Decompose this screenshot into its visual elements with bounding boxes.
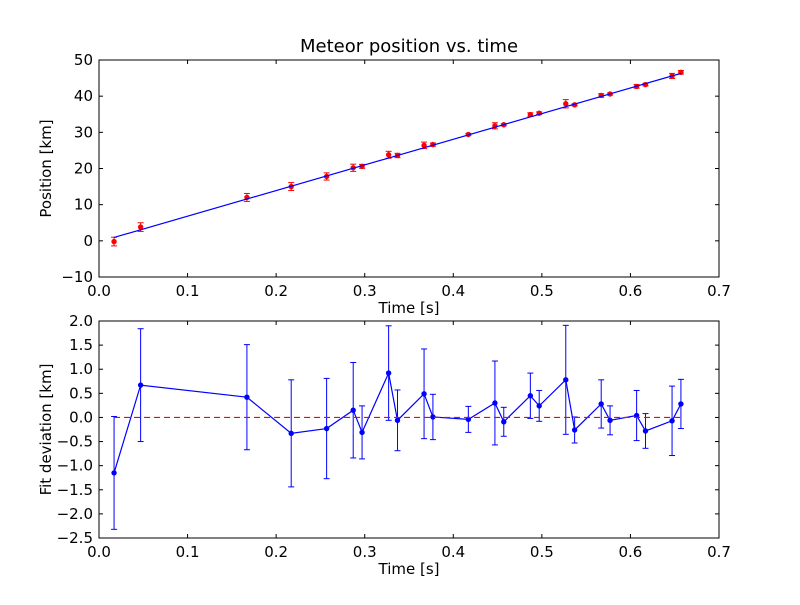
deviation-data-point: [350, 407, 356, 413]
deviation-ytick-label: −0.5: [57, 433, 93, 451]
deviation-data-point: [394, 417, 401, 424]
deviation-xtick-label: 0.7: [707, 543, 731, 561]
position-y-axis-label: Position [km]: [37, 119, 55, 217]
deviation-x-axis-label: Time [s]: [378, 560, 440, 578]
deviation-xtick-label: 0.5: [530, 543, 554, 561]
deviation-data-point: [501, 419, 507, 425]
position-fit-line: [113, 72, 682, 239]
deviation-data-point: [323, 425, 330, 432]
position-x-axis-label: Time [s]: [378, 299, 440, 317]
deviation-xtick-label: 0.2: [264, 543, 288, 561]
deviation-panel: 0.0 0.1 0.2 0.3 0.4 0.5 0.6 0.7 −2.5 −2.0 −1.5 −1.0…: [37, 312, 731, 578]
position-panel: 0.0 0.1 0.2 0.3 0.4 0.5 0.6 0.7 −10 0 10 20 30 40 50 Ti…: [37, 36, 731, 317]
deviation-ytick-label: 0.0: [69, 408, 93, 426]
deviation-data-point: [359, 429, 365, 436]
deviation-data-point: [598, 401, 604, 407]
position-data-point: [111, 238, 117, 245]
position-data-point: [385, 152, 392, 158]
deviation-ytick-label: −2.5: [57, 529, 93, 547]
position-xtick-label: 0.0: [87, 282, 111, 300]
deviation-ytick-label: 2.0: [69, 312, 93, 330]
deviation-ytick-label: 1.5: [69, 336, 93, 354]
position-xtick-label: 0.3: [353, 282, 377, 300]
deviation-data-point: [111, 470, 117, 476]
deviation-data-point: [669, 418, 675, 424]
position-chart-title: Meteor position vs. time: [300, 36, 518, 57]
deviation-ytick-label: −2.0: [57, 505, 93, 523]
position-ytick-label: 10: [74, 196, 93, 214]
deviation-data-point: [137, 382, 144, 388]
deviation-xtick-label: 0.6: [618, 543, 642, 561]
deviation-data-point: [571, 427, 578, 433]
position-ytick-label: 20: [74, 160, 93, 178]
position-xtick-label: 0.1: [176, 282, 200, 300]
position-xtick-label: 0.7: [707, 282, 731, 300]
deviation-axes-border: [98, 320, 720, 539]
deviation-xtick-label: 0.4: [441, 543, 465, 561]
deviation-ytick-label: −1.5: [57, 481, 93, 499]
position-ytick-label: −10: [61, 268, 93, 286]
deviation-data-point: [678, 401, 684, 407]
deviation-ytick-label: 1.0: [69, 360, 93, 378]
deviation-data-point: [244, 394, 250, 400]
deviation-data-point: [607, 417, 613, 424]
deviation-data-point: [527, 393, 534, 399]
deviation-xtick-label: 0.0: [87, 543, 111, 561]
position-data-point: [137, 224, 144, 230]
deviation-y-axis-label: Fit deviation [km]: [37, 364, 55, 496]
deviation-data-point: [421, 391, 427, 397]
deviation-data-point: [642, 428, 649, 434]
position-ytick-label: 50: [74, 51, 93, 69]
deviation-series-line: [113, 371, 682, 474]
position-axes-frame: [98, 59, 720, 278]
position-ytick-label: 40: [74, 87, 93, 105]
position-xtick-label: 0.2: [264, 282, 288, 300]
deviation-data-point: [288, 430, 294, 437]
deviation-data-point: [385, 370, 392, 376]
deviation-data-point: [492, 400, 498, 406]
deviation-xtick-label: 0.3: [353, 543, 377, 561]
position-ytick-label: 30: [74, 123, 93, 141]
deviation-axes-frame: [98, 320, 720, 539]
position-data-point: [563, 101, 569, 107]
position-xtick-label: 0.4: [441, 282, 465, 300]
deviation-ytick-label: 0.5: [69, 384, 93, 402]
deviation-xtick-label: 0.1: [176, 543, 200, 561]
position-xtick-label: 0.5: [530, 282, 554, 300]
deviation-data-point: [563, 377, 569, 383]
position-ytick-label: 0: [83, 232, 93, 250]
position-xtick-label: 0.6: [618, 282, 642, 300]
deviation-data-point: [536, 403, 542, 409]
deviation-ytick-label: −1.0: [57, 457, 93, 475]
position-axes-border: [98, 59, 720, 278]
